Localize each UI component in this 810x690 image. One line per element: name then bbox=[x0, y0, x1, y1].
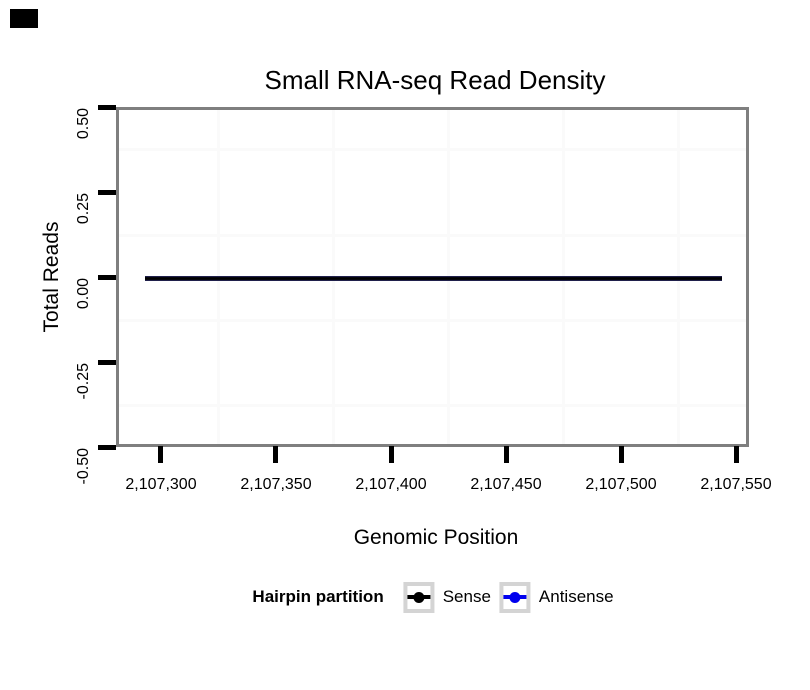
antisense-point-icon bbox=[509, 591, 521, 603]
x-tick-label: 2,107,550 bbox=[700, 476, 772, 493]
data-series-line bbox=[145, 276, 722, 281]
x-tick-label: 2,107,500 bbox=[585, 476, 657, 493]
sense-point-icon bbox=[413, 591, 425, 603]
y-tick-label: 0.25 bbox=[75, 193, 92, 225]
x-tick-label: 2,107,450 bbox=[470, 476, 542, 493]
x-axis-tick bbox=[734, 446, 739, 463]
legend: Hairpin partition Sense Antisense bbox=[252, 581, 614, 613]
y-tick-label: -0.50 bbox=[75, 448, 92, 485]
x-tick-label: 2,107,350 bbox=[240, 476, 312, 493]
grid-line bbox=[119, 148, 746, 151]
legend-title: Hairpin partition bbox=[252, 587, 384, 606]
legend-label-sense: Sense bbox=[442, 587, 491, 606]
legend-label-antisense: Antisense bbox=[538, 587, 614, 606]
y-axis-tick bbox=[98, 275, 116, 280]
y-tick-label: 0.00 bbox=[75, 278, 92, 310]
y-axis-title: Total Reads bbox=[40, 221, 63, 333]
x-axis-tick bbox=[158, 446, 163, 463]
x-axis-tick bbox=[619, 446, 624, 463]
x-axis-title: Genomic Position bbox=[353, 526, 519, 549]
grid-line bbox=[119, 404, 746, 407]
y-axis-tick bbox=[98, 190, 116, 195]
grid-line bbox=[119, 319, 746, 322]
y-axis-tick bbox=[98, 445, 116, 450]
x-axis-tick bbox=[504, 446, 509, 463]
y-axis-tick bbox=[98, 360, 116, 365]
grid-line bbox=[119, 234, 746, 237]
y-tick-label: -0.25 bbox=[75, 363, 92, 400]
x-axis-tick bbox=[389, 446, 394, 463]
x-tick-label: 2,107,400 bbox=[355, 476, 427, 493]
y-tick-label: 0.50 bbox=[75, 108, 92, 140]
corner-mark bbox=[10, 9, 38, 28]
x-axis-tick bbox=[273, 446, 278, 463]
legend-key-sense bbox=[403, 581, 435, 613]
legend-key-antisense bbox=[499, 581, 531, 613]
chart-title: Small RNA-seq Read Density bbox=[264, 65, 606, 95]
y-axis-tick bbox=[98, 105, 116, 110]
x-tick-label: 2,107,300 bbox=[125, 476, 197, 493]
